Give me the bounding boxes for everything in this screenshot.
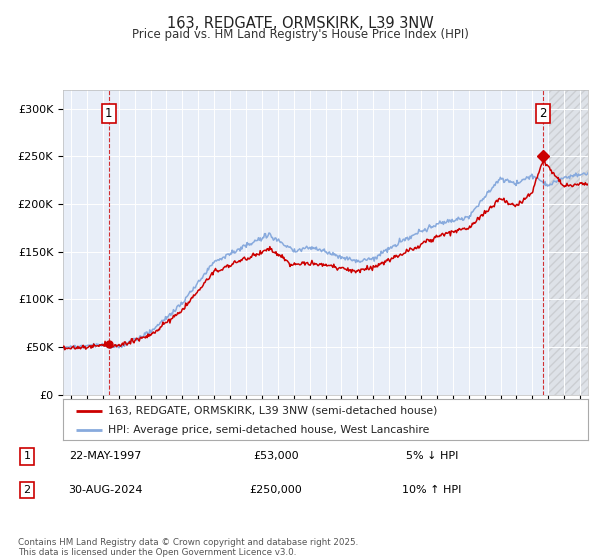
Text: 2: 2 <box>539 107 547 120</box>
Text: 2: 2 <box>23 485 31 495</box>
Text: 163, REDGATE, ORMSKIRK, L39 3NW: 163, REDGATE, ORMSKIRK, L39 3NW <box>167 16 433 31</box>
Text: 10% ↑ HPI: 10% ↑ HPI <box>403 485 461 495</box>
Text: 1: 1 <box>23 451 31 461</box>
Text: HPI: Average price, semi-detached house, West Lancashire: HPI: Average price, semi-detached house,… <box>107 424 429 435</box>
Text: 1: 1 <box>105 107 113 120</box>
Bar <box>548 90 588 395</box>
Text: 30-AUG-2024: 30-AUG-2024 <box>68 485 142 495</box>
Text: 5% ↓ HPI: 5% ↓ HPI <box>406 451 458 461</box>
Text: 163, REDGATE, ORMSKIRK, L39 3NW (semi-detached house): 163, REDGATE, ORMSKIRK, L39 3NW (semi-de… <box>107 405 437 416</box>
Text: Contains HM Land Registry data © Crown copyright and database right 2025.
This d: Contains HM Land Registry data © Crown c… <box>18 538 358 557</box>
Text: £250,000: £250,000 <box>250 485 302 495</box>
Text: £53,000: £53,000 <box>253 451 299 461</box>
Text: 22-MAY-1997: 22-MAY-1997 <box>69 451 141 461</box>
Text: Price paid vs. HM Land Registry's House Price Index (HPI): Price paid vs. HM Land Registry's House … <box>131 28 469 41</box>
